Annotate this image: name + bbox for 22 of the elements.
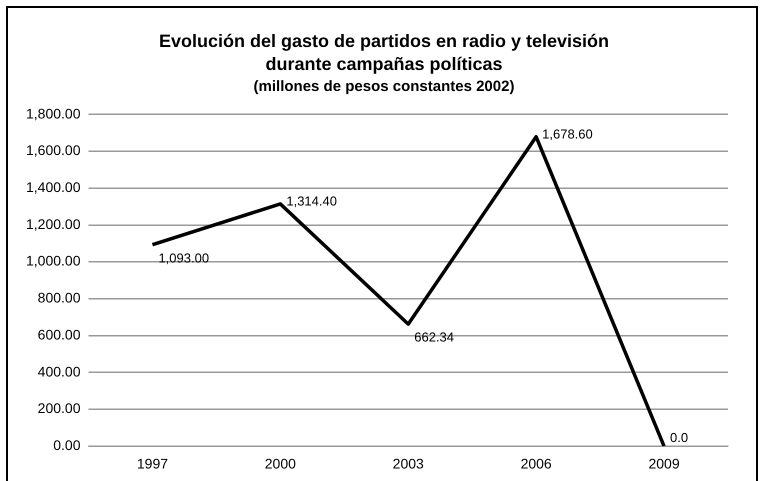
y-tick-label: 600.00 — [38, 326, 81, 342]
data-label: 1,093.00 — [158, 250, 210, 266]
x-tick-label: 2000 — [264, 455, 296, 472]
y-tick-label: 1,200.00 — [26, 216, 81, 232]
y-tick-label: 1,400.00 — [26, 178, 81, 195]
y-tick-label: 800.00 — [38, 290, 81, 306]
y-tick-label: 200.00 — [38, 400, 81, 416]
y-tick-label: 1,600.00 — [26, 142, 81, 158]
chart-subtitle: (millones de pesos constantes 2002) — [252, 78, 516, 95]
y-tick-label: 1,000.00 — [26, 252, 81, 269]
x-tick-label: 2003 — [392, 455, 424, 472]
x-tick-label: 2009 — [648, 455, 680, 472]
y-tick-label: 400.00 — [38, 363, 81, 380]
x-tick-label: 2006 — [520, 455, 552, 472]
y-tick-label: 0.00 — [53, 437, 81, 454]
data-label: 662.34 — [414, 330, 454, 345]
x-tick-label: 1997 — [136, 455, 168, 472]
data-label: 0.0 — [670, 430, 688, 445]
data-label: 1,678.60 — [542, 126, 593, 142]
chart-title: Evolución del gasto de partidos en radio y televisión durante campañas políticas — [158, 30, 610, 76]
data-label: 1,314.40 — [286, 193, 337, 208]
y-tick-label: 1,800.00 — [26, 105, 81, 122]
